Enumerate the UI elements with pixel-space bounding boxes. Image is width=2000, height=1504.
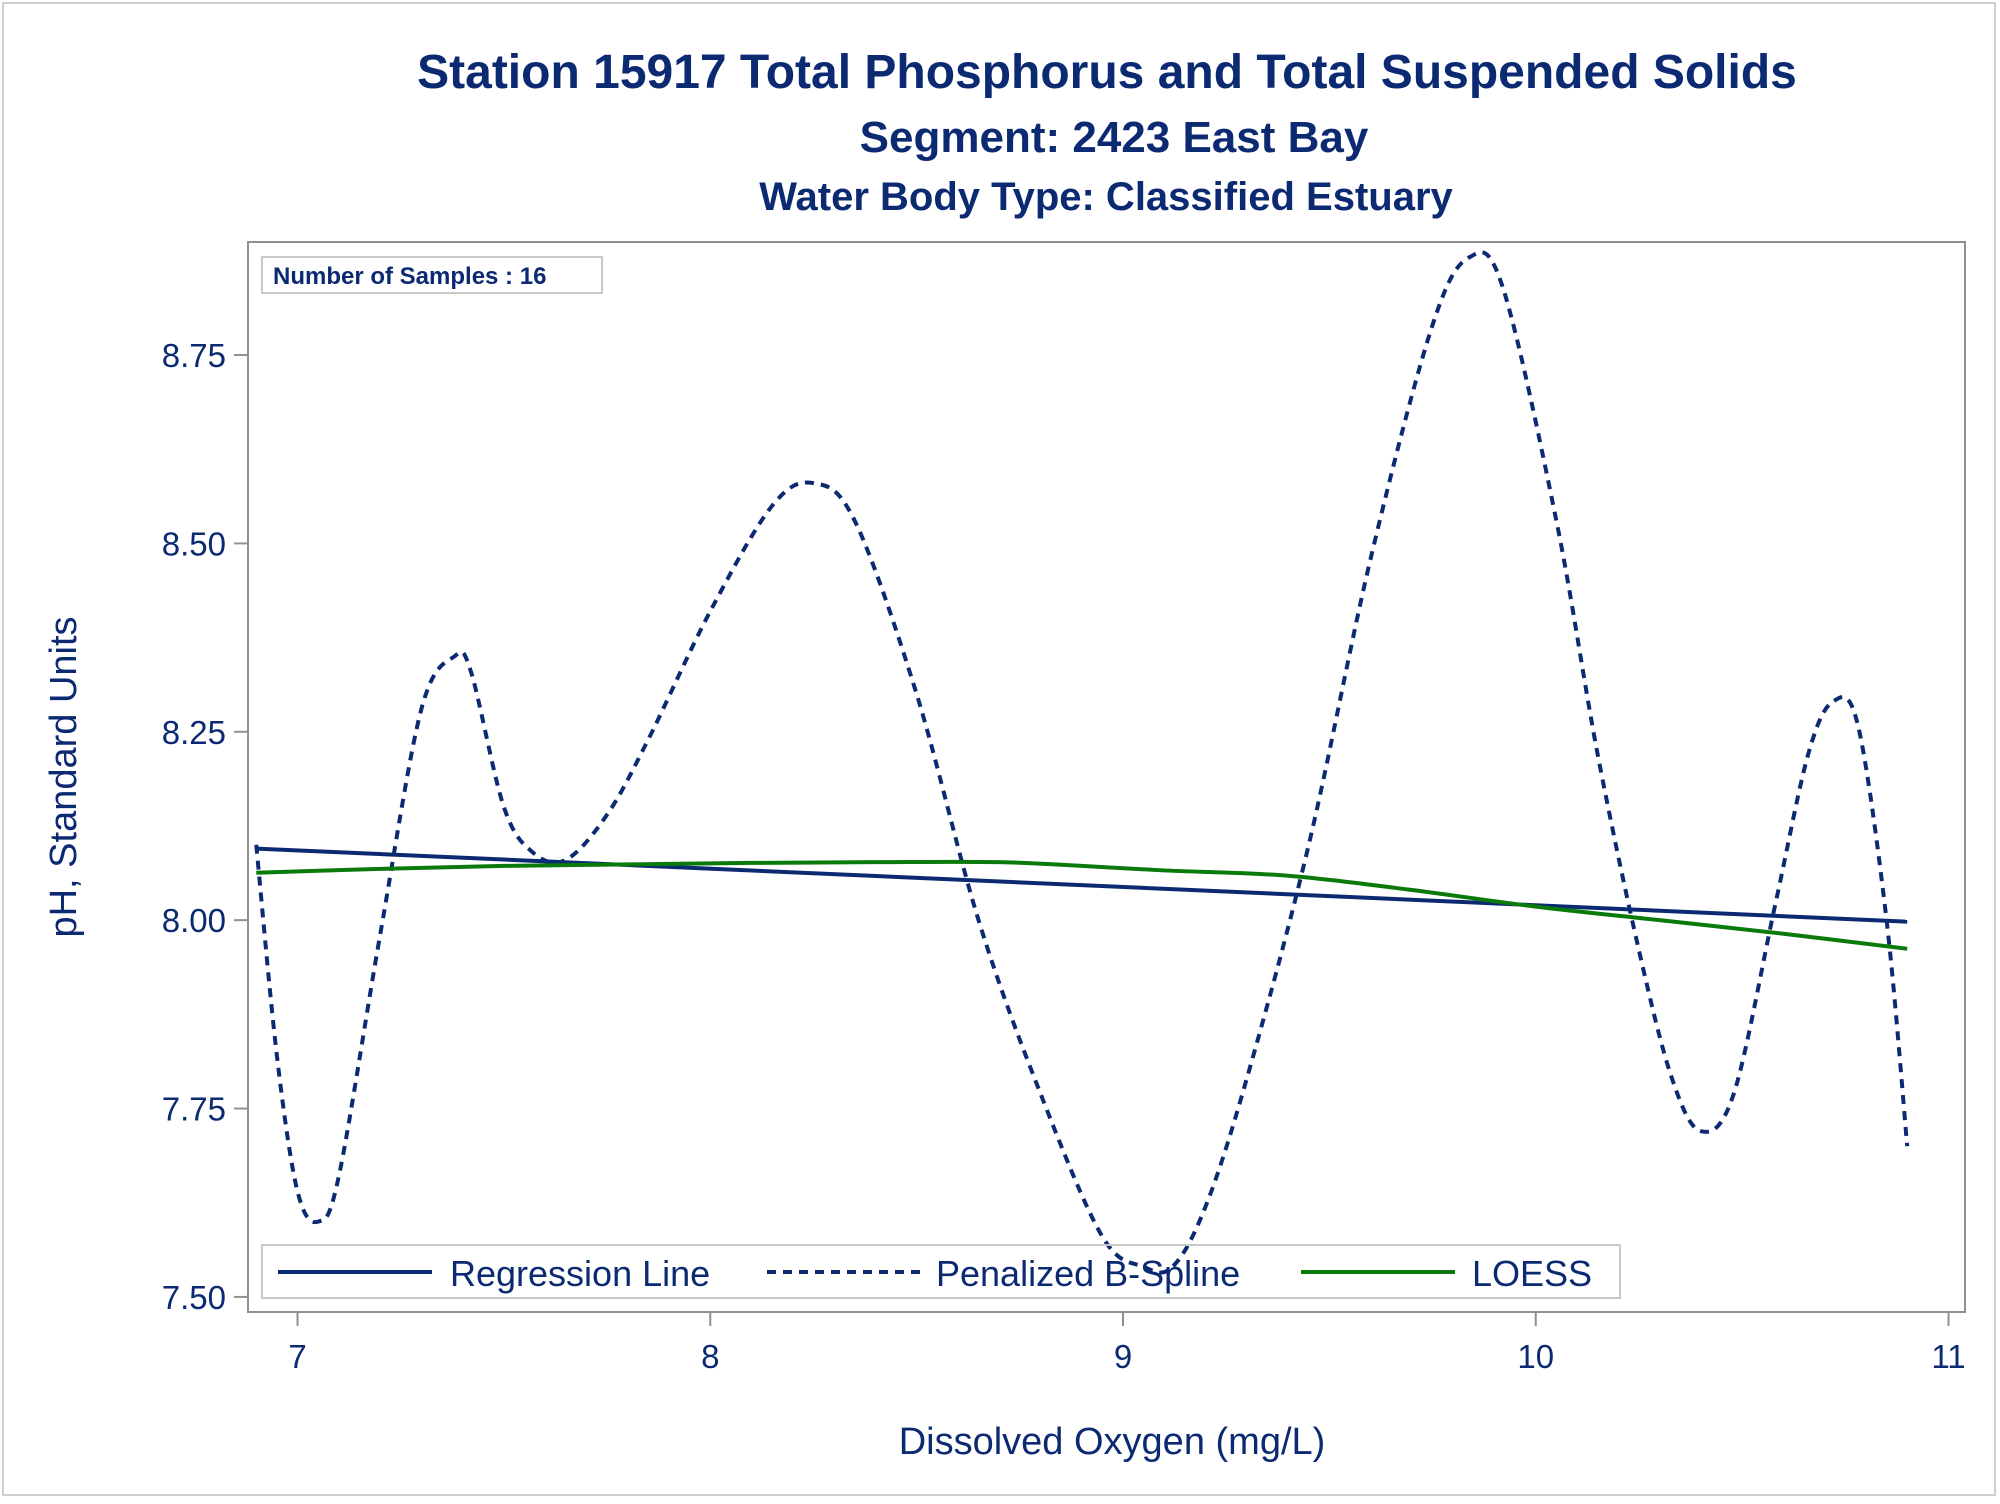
- legend-label-spline: Penalized B-Spline: [936, 1253, 1240, 1294]
- chart-svg: Station 15917 Total Phosphorus and Total…: [43, 46, 1966, 1463]
- x-axis-label: Dissolved Oxygen (mg/L): [899, 1421, 1326, 1463]
- x-axis: 7 8 9 10 11: [288, 1312, 1966, 1375]
- y-axis-label: pH, Standard Units: [43, 616, 85, 937]
- series-regression-line: [256, 846, 1908, 924]
- legend-box: [261, 1244, 1621, 1299]
- chart-subtitle-2: Water Body Type: Classified Estuary: [759, 175, 1453, 219]
- x-tick-label: 7: [288, 1338, 306, 1375]
- series-loess: [256, 859, 1908, 951]
- sample-count-box: Number of Samples : 16: [261, 256, 603, 294]
- x-tick-label: 11: [1931, 1338, 1965, 1375]
- legend-label-loess: LOESS: [1472, 1253, 1592, 1294]
- y-tick-label: 8.00: [162, 902, 226, 939]
- x-tick-label: 10: [1517, 1338, 1554, 1375]
- x-tick-label: 9: [1114, 1338, 1132, 1375]
- y-axis: 7.50 7.75 8.00 8.25 8.50 8.75: [162, 337, 248, 1316]
- y-tick-label: 8.75: [162, 337, 226, 374]
- sample-count-text: Number of Samples : 16: [273, 263, 546, 290]
- series-penalized-b-spline: [254, 250, 1910, 1275]
- series-layer: [254, 250, 1910, 1275]
- y-tick-label: 7.75: [162, 1091, 226, 1128]
- y-tick-label: 7.50: [162, 1279, 226, 1316]
- legend: Regression Line Penalized B-Spline LOESS: [261, 1244, 1621, 1299]
- x-tick-label: 8: [701, 1338, 719, 1375]
- y-tick-label: 8.50: [162, 525, 226, 562]
- legend-label-regression: Regression Line: [450, 1253, 710, 1294]
- y-tick-label: 8.25: [162, 714, 226, 751]
- plot-area: [247, 241, 1966, 1313]
- chart-title: Station 15917 Total Phosphorus and Total…: [417, 46, 1797, 99]
- chart-subtitle: Segment: 2423 East Bay: [860, 113, 1369, 162]
